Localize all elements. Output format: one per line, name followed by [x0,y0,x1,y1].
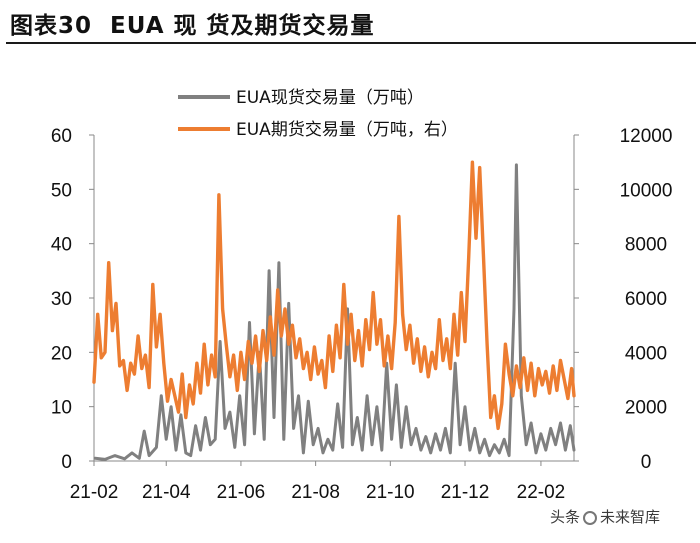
y-right-tick-label: 10000 [620,180,673,201]
y-right-tick-label: 8000 [625,235,667,256]
y-left-tick-label: 30 [51,289,72,310]
x-tick-label: 21-04 [142,482,191,503]
y-right-tick-label: 4000 [625,343,667,364]
watermark-right: 未来智库 [600,508,661,526]
x-tick-label: 21-10 [366,482,415,503]
figure-label: 图表30 [10,13,93,39]
watermark-icon [583,510,598,525]
y-left-tick-label: 0 [61,452,72,473]
y-right-tick-label: 6000 [625,289,667,310]
legend-label-1: EUA期货交易量（万吨，右） [236,120,458,140]
x-tick-label: 21-12 [441,482,490,503]
x-tick-label: 21-08 [291,482,340,503]
y-right-tick-label: 2000 [625,398,667,419]
y-left-tick-label: 60 [51,126,72,147]
x-tick-label: 22-02 [517,482,566,503]
figure-header: 图表30 EUA 现 货及期货交易量 [0,0,700,46]
figure-title-text: EUA 现 货及期货交易量 [110,13,375,39]
legend-label-0: EUA现货交易量（万吨） [236,88,424,108]
series-line-futures [92,160,576,431]
title-rule [6,42,696,44]
y-right-tick-label: 12000 [620,126,673,147]
x-tick-label: 21-06 [217,482,266,503]
y-left-tick-label: 40 [51,235,72,256]
x-tick-label: 21-02 [70,482,119,503]
y-right-tick-label: 0 [641,452,652,473]
watermark-left: 头条 [550,508,581,526]
series-line-spot [93,163,576,461]
y-left-tick-label: 10 [51,398,72,419]
y-left-tick-label: 20 [51,343,72,364]
figure-title: 图表30 EUA 现 货及期货交易量 [10,6,375,40]
y-left-tick-label: 50 [51,180,72,201]
watermark: 头条 未来智库 [550,506,660,527]
